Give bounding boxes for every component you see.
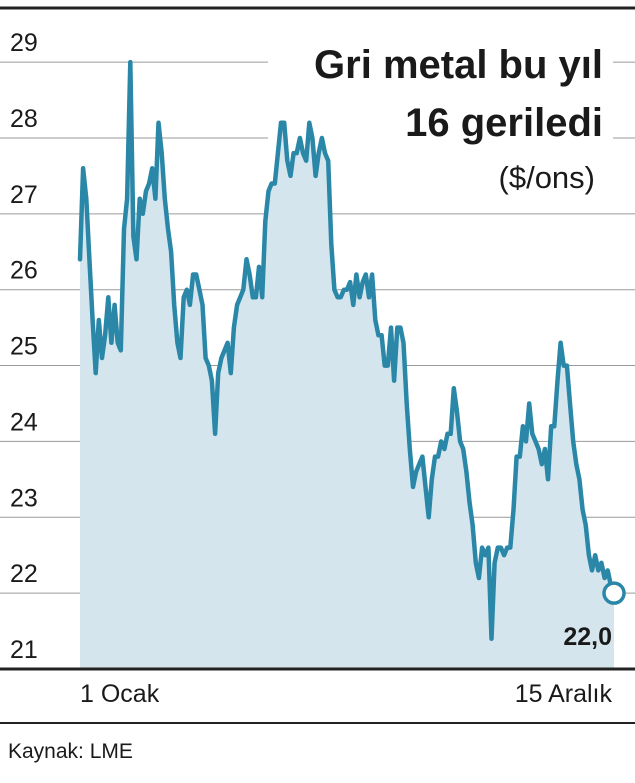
end-marker xyxy=(602,581,626,605)
line xyxy=(77,59,617,641)
source: Kaynak: LME xyxy=(8,740,133,763)
area xyxy=(80,62,614,670)
y-tick-label: 22 xyxy=(10,560,38,588)
y-tick-label: 24 xyxy=(10,408,38,436)
y-tick-label: 26 xyxy=(10,257,38,285)
value-label: 22,0 xyxy=(563,623,612,651)
y-tick-label: 23 xyxy=(10,484,38,512)
y-tick-label: 25 xyxy=(10,333,38,361)
chart-title: Gri metal bu yıl xyxy=(314,43,603,87)
x-tick-label: 15 Aralık xyxy=(515,680,613,708)
y-tick-label: 27 xyxy=(10,181,38,209)
x-tick-label: 1 Ocak xyxy=(80,680,160,708)
y-tick-label: 28 xyxy=(10,105,38,133)
plot xyxy=(77,59,626,670)
chart-title: 16 geriledi xyxy=(405,101,603,145)
chart-subtitle: ($/ons) xyxy=(499,160,595,195)
y-tick-label: 21 xyxy=(10,636,38,664)
y-tick-label: 29 xyxy=(10,29,38,57)
